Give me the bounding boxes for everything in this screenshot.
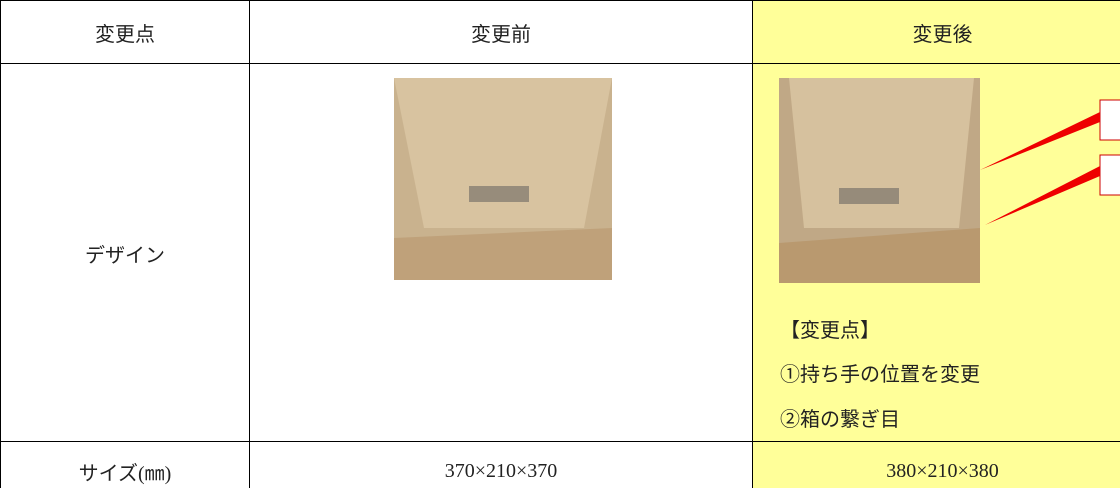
row-label: デザイン	[85, 244, 165, 267]
size-cell: 370×210×370	[249, 441, 752, 488]
note-text: ①持ち手の位置を変更	[780, 364, 980, 386]
note-text: 【変更点】	[780, 320, 880, 342]
header-text: 変更前	[471, 24, 531, 46]
note-text: ②箱の繋ぎ目	[780, 409, 900, 431]
header-text: 変更後	[912, 24, 973, 46]
callout-lines	[980, 99, 1120, 225]
header-cell: 変更点	[0, 0, 249, 64]
photo-after	[779, 78, 980, 283]
row-label-cell: サイズ(㎜)	[0, 441, 249, 488]
before-cell	[249, 63, 752, 442]
header-text: 変更点	[95, 24, 155, 46]
photo-before	[394, 78, 612, 280]
header-cell: 変更後	[752, 0, 1120, 64]
size-text: 380×210×380	[886, 460, 999, 482]
header-cell: 変更前	[249, 0, 752, 64]
size-cell: 380×210×380	[752, 441, 1120, 488]
row-label: サイズ(㎜)	[78, 462, 172, 485]
size-text: 370×210×370	[444, 460, 558, 482]
row-label-cell: デザイン	[0, 63, 249, 442]
